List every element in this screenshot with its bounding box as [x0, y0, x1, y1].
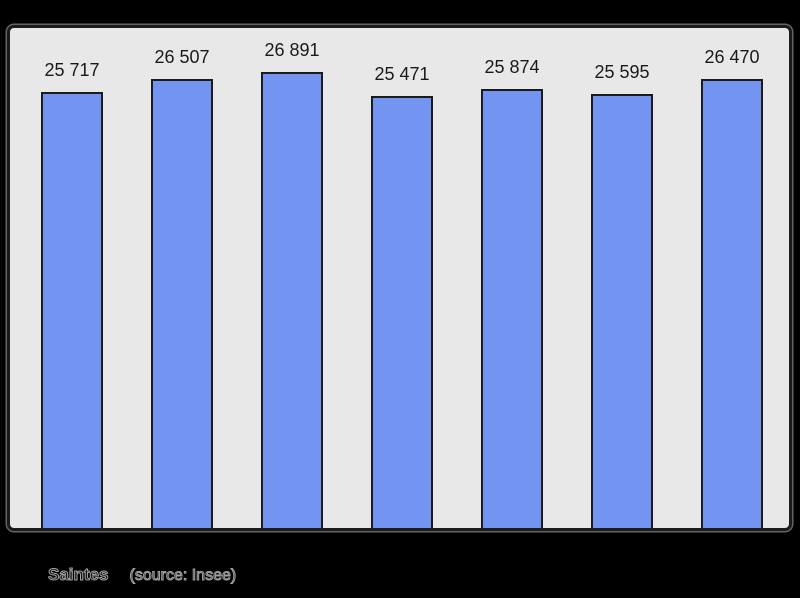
plot-area: 25 717 26 507 26 891 25 471 25 874 25 595 26 4…	[10, 28, 789, 528]
bar-value-label: 26 470	[704, 47, 760, 67]
bar	[261, 72, 323, 528]
bar-value-label: 26 507	[154, 47, 210, 67]
bar	[151, 79, 213, 528]
chart-frame: 25 717 26 507 26 891 25 471 25 874 25 595 26 4…	[7, 25, 792, 531]
bar	[481, 89, 543, 528]
bar	[701, 79, 763, 528]
chart-caption: Saintes (source: Insee)	[47, 565, 237, 585]
bar	[41, 92, 103, 528]
bar-value-label: 25 471	[374, 64, 430, 84]
bar-value-label: 25 874	[484, 57, 540, 77]
source-note: (source: Insee)	[129, 567, 237, 585]
bar-value-label: 25 717	[44, 60, 100, 80]
bar	[371, 96, 433, 528]
bar-value-label: 26 891	[264, 40, 320, 60]
commune-name: Saintes	[47, 565, 109, 585]
bar	[591, 94, 653, 528]
bar-value-label: 25 595	[594, 62, 650, 82]
